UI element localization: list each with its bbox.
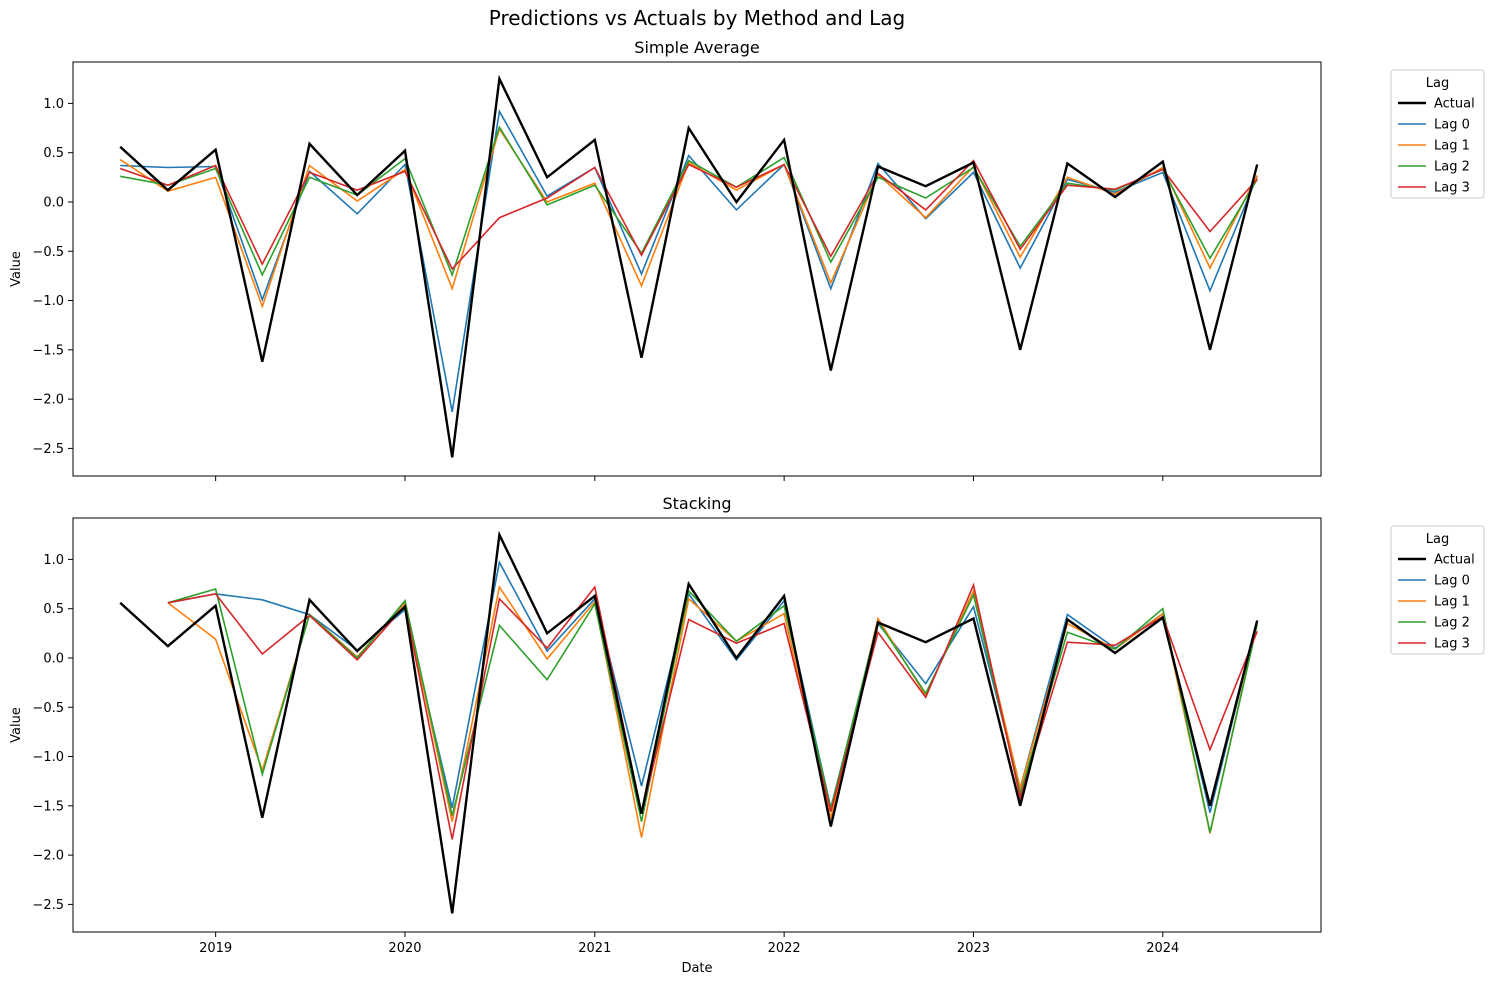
subplot-title: Stacking — [662, 494, 731, 513]
y-tick-label: −2.0 — [32, 849, 64, 864]
legend-entry: Actual — [1434, 553, 1475, 568]
series-line-lag-0 — [167, 560, 1258, 813]
legend-entry: Lag 2 — [1434, 160, 1470, 175]
series-line-lag-0 — [120, 108, 1258, 413]
subplot-1: Simple Average Value 1.0 0.5 0.0 −0.5 −1.0 −1.5… — [9, 38, 1485, 481]
y-tick-label: 0.0 — [43, 651, 64, 666]
series-line-actual — [119, 530, 1259, 914]
legend-title: Lag — [1426, 76, 1449, 91]
series-line-lag-2 — [167, 588, 1258, 833]
x-tick-label: 2022 — [768, 941, 801, 956]
y-tick-label: −0.5 — [32, 245, 64, 260]
y-axis-label: Value — [9, 251, 24, 287]
y-tick-label: 1.0 — [43, 97, 64, 112]
legend-entry: Lag 3 — [1434, 637, 1470, 652]
legend: Lag Actual Lag 0 Lag 1 Lag 2 Lag 3 — [1390, 69, 1485, 199]
y-tick-label: −2.5 — [32, 898, 64, 913]
legend-title: Lag — [1426, 532, 1449, 547]
x-tick-label: 2024 — [1146, 941, 1179, 956]
legend-entry: Lag 3 — [1434, 181, 1470, 196]
x-tick-label: 2023 — [957, 941, 990, 956]
series-line-lag-3 — [119, 159, 1258, 271]
y-tick-label: −0.5 — [32, 701, 64, 716]
series-line-lag-2 — [120, 125, 1258, 278]
series-line-lag-3 — [167, 582, 1258, 840]
legend-entry: Lag 0 — [1434, 574, 1470, 589]
y-tick-label: −2.0 — [32, 393, 64, 408]
y-tick-label: 0.5 — [43, 146, 64, 161]
plot-lines — [119, 74, 1259, 458]
legend: Lag Actual Lag 0 Lag 1 Lag 2 Lag 3 — [1390, 525, 1485, 655]
legend-entry: Lag 0 — [1434, 118, 1470, 133]
legend-entry: Lag 1 — [1434, 139, 1470, 154]
x-tick-label: 2020 — [388, 941, 421, 956]
subplot-2: Stacking Value 1.0 0.5 0.0 −0.5 −1.0 −1.5 −2.0 −2… — [9, 494, 1485, 956]
y-tick-label: −2.5 — [32, 442, 64, 457]
figure-title: Predictions vs Actuals by Method and Lag — [489, 6, 906, 30]
legend-entry: Actual — [1434, 97, 1475, 112]
y-tick-label: −1.0 — [32, 294, 64, 309]
x-axis-label: Date — [681, 961, 712, 976]
subplot-title: Simple Average — [634, 38, 759, 57]
y-tick-label: 1.0 — [43, 553, 64, 568]
x-tick-label: 2021 — [578, 941, 611, 956]
plot-lines — [119, 530, 1259, 914]
legend-entry: Lag 1 — [1434, 595, 1470, 610]
y-tick-label: −1.5 — [32, 343, 64, 358]
series-line-actual — [119, 74, 1259, 458]
legend-entry: Lag 2 — [1434, 616, 1470, 631]
axes-frame — [72, 61, 1322, 477]
y-axis-label: Value — [9, 707, 24, 743]
y-tick-label: −1.0 — [32, 750, 64, 765]
x-tick-label: 2019 — [199, 941, 232, 956]
axes-frame — [72, 517, 1322, 933]
series-line-lag-1 — [119, 127, 1258, 309]
y-tick-label: 0.5 — [43, 602, 64, 617]
y-tick-label: −1.5 — [32, 799, 64, 814]
y-tick-label: 0.0 — [43, 195, 64, 210]
